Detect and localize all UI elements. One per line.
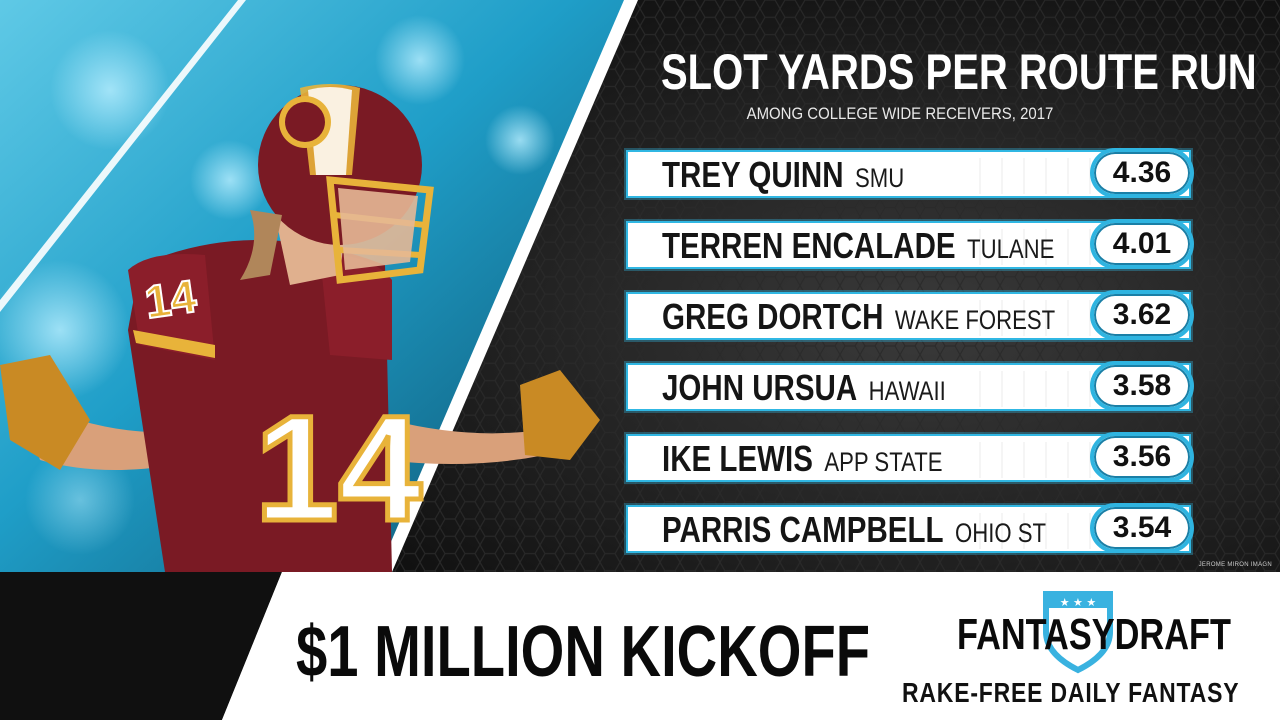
value-badge: 3.62 — [1090, 290, 1194, 340]
ranking-row: JOHN URSUA HAWAII 3.58 — [626, 361, 1196, 413]
value-badge: 4.36 — [1090, 148, 1194, 198]
ranking-row: PARRIS CAMPBELL OHIO ST 3.54 — [626, 503, 1196, 555]
svg-text:★ ★ ★: ★ ★ ★ — [1060, 596, 1097, 609]
promo-headline: $1 MILLION KICKOFF — [296, 612, 871, 692]
player-illustration: 14 14 — [0, 84, 600, 572]
player-name: JOHN URSUA HAWAII — [662, 367, 946, 408]
player-name: IKE LEWIS APP STATE — [662, 438, 943, 479]
ranking-list: TREY QUINN SMU 4.36 TERREN ENCALADE TULANE… — [626, 148, 1196, 576]
school-name: OHIO ST — [955, 518, 1047, 548]
ranking-row: TERREN ENCALADE TULANE 4.01 — [626, 219, 1196, 271]
player-name: PARRIS CAMPBELL OHIO ST — [662, 509, 1047, 550]
value-badge: 4.01 — [1090, 219, 1194, 269]
ranking-row: TREY QUINN SMU 4.36 — [626, 148, 1196, 200]
star-shield-icon: ★ ★ ★ — [1043, 591, 1113, 674]
chart-title: SLOT YARDS PER ROUTE RUN — [661, 44, 1257, 100]
chart-subtitle: AMONG COLLEGE WIDE RECEIVERS, 2017 — [746, 104, 1054, 123]
school-name: TULANE — [967, 234, 1055, 264]
svg-text:14: 14 — [255, 384, 422, 552]
school-name: APP STATE — [824, 447, 943, 477]
school-name: HAWAII — [868, 376, 946, 406]
player-name: TREY QUINN SMU — [662, 154, 905, 195]
ranking-row: GREG DORTCH WAKE FOREST 3.62 — [626, 290, 1196, 342]
school-name: SMU — [855, 163, 905, 193]
photo-credit: JEROME MIRON IMAGN — [1198, 562, 1272, 568]
value-badge: 3.54 — [1090, 503, 1194, 553]
value-badge: 3.58 — [1090, 361, 1194, 411]
brand-tagline: RAKE-FREE DAILY FANTASY — [902, 677, 1240, 708]
value-badge: 3.56 — [1090, 432, 1194, 482]
svg-text:14: 14 — [141, 270, 199, 329]
player-name: TERREN ENCALADE TULANE — [662, 225, 1055, 266]
player-name: GREG DORTCH WAKE FOREST — [662, 296, 1056, 337]
brand-logo-text: FANTASYDRAFT — [957, 610, 1231, 659]
ranking-row: IKE LEWIS APP STATE 3.56 — [626, 432, 1196, 484]
school-name: WAKE FOREST — [894, 305, 1056, 335]
